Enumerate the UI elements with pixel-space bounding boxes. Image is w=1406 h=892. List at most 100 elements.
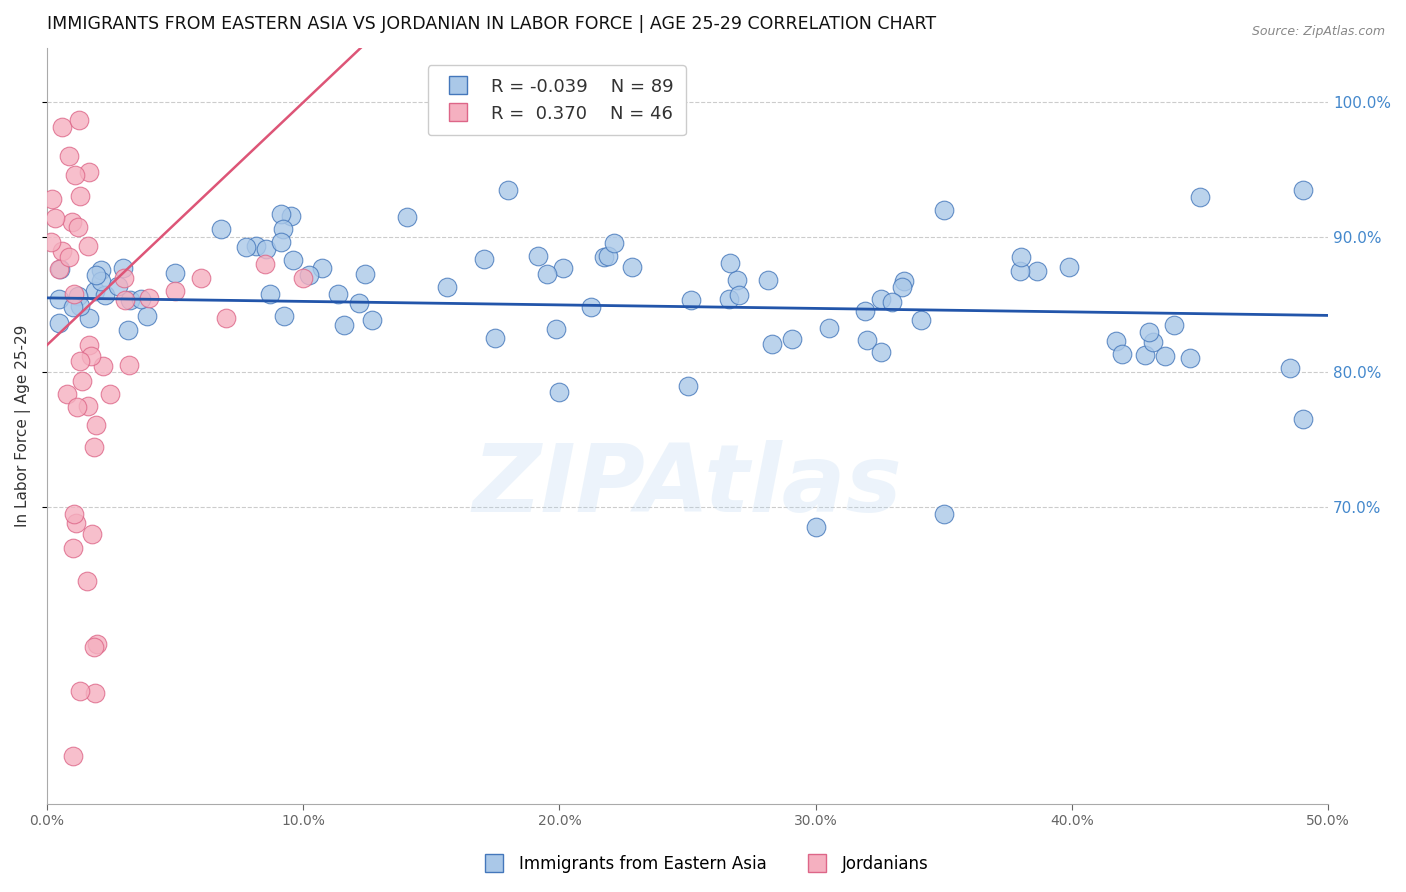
Point [215, 311, 238, 326]
Point [311, 260, 333, 275]
Point [1010, 264, 1032, 278]
Point [817, 321, 839, 335]
Point [60, 215, 83, 229]
Point [83, 284, 105, 298]
Point [553, 260, 575, 275]
Point [48, 261, 70, 276]
Point [83, 640, 105, 654]
Point [51, 244, 73, 258]
Point [62, 541, 84, 556]
Point [83, 440, 105, 454]
Point [281, 252, 304, 267]
Point [1105, 334, 1128, 348]
Point [893, 274, 915, 288]
Point [728, 288, 751, 302]
Point [780, 332, 803, 346]
Point [720, 256, 742, 270]
Point [910, 312, 932, 326]
Point [98, 387, 121, 401]
Point [117, 323, 139, 337]
Point [592, 251, 614, 265]
Legend: Immigrants from Eastern Asia, Jordanians: Immigrants from Eastern Asia, Jordanians [471, 848, 935, 880]
Point [396, 210, 419, 224]
Point [118, 359, 141, 373]
Text: Source: ZipAtlas.com: Source: ZipAtlas.com [1251, 25, 1385, 38]
Point [349, 296, 371, 310]
Point [280, 209, 302, 223]
Point [932, 507, 955, 521]
Point [51, 120, 73, 135]
Point [58, 251, 80, 265]
Point [80, 349, 103, 363]
Point [298, 268, 321, 283]
Point [253, 257, 276, 271]
Point [598, 250, 620, 264]
Point [273, 309, 295, 323]
Point [129, 293, 152, 307]
Point [39, 235, 62, 249]
Point [270, 207, 292, 221]
Point [190, 270, 212, 285]
Point [67, 113, 90, 128]
Point [120, 293, 142, 307]
Point [66, 220, 89, 235]
Point [90, 263, 112, 277]
Point [84, 418, 107, 433]
Point [62, 749, 84, 764]
Point [292, 270, 315, 285]
Point [44, 211, 66, 225]
Point [76, 574, 98, 588]
Point [880, 295, 903, 310]
Point [82, 526, 104, 541]
Point [69, 684, 91, 698]
Point [361, 313, 384, 327]
Point [90, 274, 112, 288]
Point [84, 268, 107, 282]
Point [855, 334, 877, 348]
Point [165, 266, 187, 280]
Point [932, 203, 955, 218]
Point [111, 260, 134, 275]
Point [718, 292, 741, 306]
Point [62, 286, 84, 301]
Point [756, 272, 779, 286]
Point [1111, 347, 1133, 361]
Point [326, 287, 349, 301]
Point [254, 242, 277, 256]
Point [1133, 348, 1156, 362]
Point [270, 235, 292, 249]
Point [62, 300, 84, 314]
Point [69, 300, 91, 314]
Point [138, 291, 160, 305]
Point [544, 322, 567, 336]
Point [1025, 264, 1047, 278]
Point [48, 316, 70, 330]
Point [77, 337, 100, 351]
Point [91, 359, 114, 373]
Point [526, 249, 548, 263]
Point [136, 309, 159, 323]
Point [890, 280, 912, 294]
Point [536, 267, 558, 281]
Point [1291, 412, 1313, 426]
Point [107, 279, 129, 293]
Point [114, 293, 136, 308]
Point [548, 385, 571, 400]
Point [725, 273, 748, 287]
Legend: R = -0.039    N = 89, R =  0.370    N = 46: R = -0.039 N = 89, R = 0.370 N = 46 [427, 65, 686, 136]
Point [1154, 349, 1177, 363]
Point [804, 520, 827, 534]
Point [484, 330, 506, 344]
Point [93, 287, 115, 301]
Point [259, 287, 281, 301]
Text: IMMIGRANTS FROM EASTERN ASIA VS JORDANIAN IN LABOR FORCE | AGE 25-29 CORRELATION: IMMIGRANTS FROM EASTERN ASIA VS JORDANIA… [46, 15, 936, 33]
Point [77, 239, 100, 253]
Y-axis label: In Labor Force | Age 25-29: In Labor Force | Age 25-29 [15, 325, 31, 527]
Point [1180, 351, 1202, 365]
Point [65, 169, 87, 183]
Point [112, 270, 135, 285]
Point [869, 344, 891, 359]
Point [63, 507, 86, 521]
Point [603, 236, 626, 251]
Point [1137, 325, 1160, 339]
